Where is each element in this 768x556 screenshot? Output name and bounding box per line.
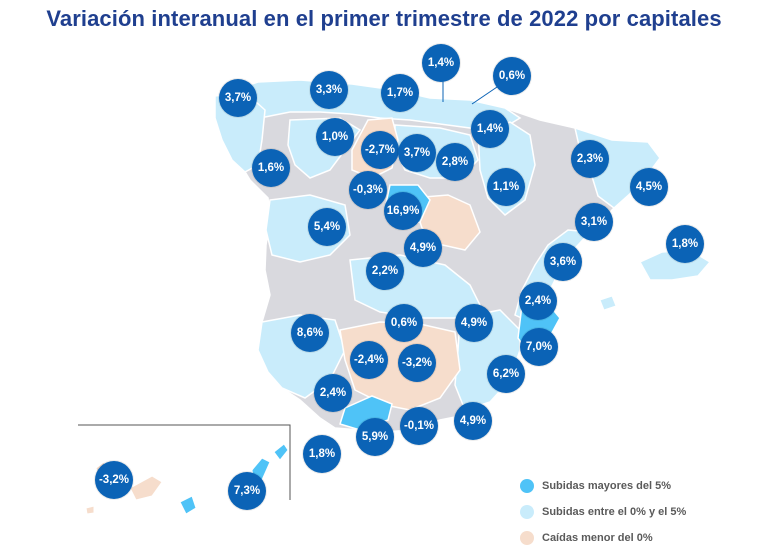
bubble-1: 3,7% — [219, 79, 257, 117]
bubble-14: 1,1% — [487, 168, 525, 206]
bubble-30: 6,2% — [487, 355, 525, 393]
legend-item-decline: Caídas menor del 0% — [520, 530, 686, 546]
legend-label-decline: Caídas menor del 0% — [542, 532, 653, 544]
bubble-2: 3,3% — [310, 71, 348, 109]
bubble-29: -3,2% — [398, 344, 436, 382]
bubble-31: 2,4% — [314, 374, 352, 412]
bubble-10: 2,8% — [436, 143, 474, 181]
island-tenerife — [129, 475, 163, 501]
bubble-20: 4,9% — [404, 229, 442, 267]
bubble-16: 16,9% — [384, 192, 422, 230]
legend-label-high: Subidas mayores del 5% — [542, 480, 671, 492]
bubble-18: 3,1% — [575, 203, 613, 241]
page-title: Variación interanual en el primer trimes… — [46, 6, 722, 31]
island-ibiza — [599, 295, 617, 311]
bubble-3: 1,7% — [381, 74, 419, 112]
bubble-32: -0,1% — [400, 407, 438, 445]
bubble-4: 1,4% — [422, 44, 460, 82]
bubble-7: 1,4% — [471, 110, 509, 148]
bubble-15: 4,5% — [630, 168, 668, 206]
bubble-27: 7,0% — [520, 328, 558, 366]
bubble-6: 1,0% — [316, 118, 354, 156]
bubble-11: 2,3% — [571, 140, 609, 178]
bubble-26: 4,9% — [455, 304, 493, 342]
bubble-37: 7,3% — [228, 472, 266, 510]
bubble-21: 2,2% — [366, 252, 404, 290]
bubble-17: 5,4% — [308, 208, 346, 246]
bubble-8: -2,7% — [361, 131, 399, 169]
legend-item-low: Subidas entre el 0% y el 5% — [520, 504, 686, 520]
island-hierro — [85, 505, 95, 515]
legend-label-low: Subidas entre el 0% y el 5% — [542, 506, 687, 518]
bubble-35: 1,8% — [303, 435, 341, 473]
region-north-coast — [214, 79, 522, 131]
legend-swatch-low — [520, 505, 534, 519]
island-lanzarote — [273, 443, 289, 461]
legend: Subidas mayores del 5% Subidas entre el … — [520, 478, 686, 556]
bubble-36: -3,2% — [95, 461, 133, 499]
leader-line-2 — [471, 84, 501, 105]
bubble-33: 4,9% — [454, 402, 492, 440]
bubble-9: 3,7% — [398, 134, 436, 172]
bubble-28: -2,4% — [350, 341, 388, 379]
bubble-12: 1,6% — [252, 149, 290, 187]
legend-swatch-high — [520, 479, 534, 493]
island-gran-canaria — [179, 495, 197, 515]
bubble-13: -0,3% — [349, 171, 387, 209]
bubble-34: 5,9% — [356, 418, 394, 456]
bubble-24: 8,6% — [291, 314, 329, 352]
legend-swatch-decline — [520, 531, 534, 545]
canary-inset-frame — [78, 424, 291, 500]
bubble-22: 3,6% — [544, 243, 582, 281]
bubble-25: 0,6% — [385, 304, 423, 342]
bubble-23: 2,4% — [519, 282, 557, 320]
bubble-19: 1,8% — [666, 225, 704, 263]
legend-item-high: Subidas mayores del 5% — [520, 478, 686, 494]
bubble-5: 0,6% — [493, 57, 531, 95]
